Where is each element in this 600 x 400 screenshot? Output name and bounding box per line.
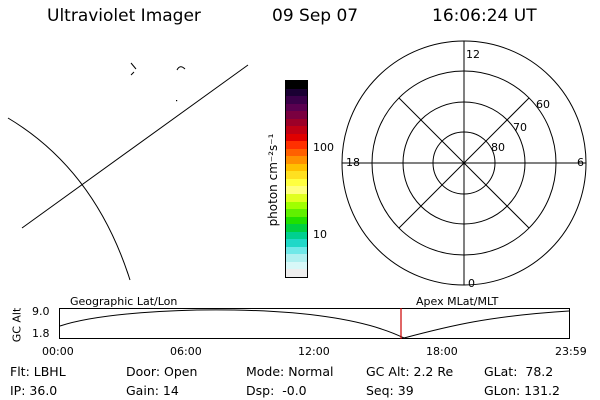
lat-label-60: 60 xyxy=(536,98,550,111)
colorbar-swatch xyxy=(286,254,307,262)
timeline-xtick-2359: 23:59 xyxy=(555,345,587,358)
colorbar-swatch xyxy=(286,111,307,119)
colorbar-swatch xyxy=(286,163,307,172)
date-label: 09 Sep 07 xyxy=(272,6,359,26)
colorbar-swatch xyxy=(286,133,307,142)
timeline-xtick-1200: 12:00 xyxy=(298,345,330,358)
instrument-title: Ultraviolet Imager xyxy=(47,6,201,26)
polar-plot xyxy=(341,40,587,286)
colorbar-swatch xyxy=(286,201,307,210)
colorbar-swatch xyxy=(286,246,307,255)
status-gain: Gain: 14 xyxy=(126,383,179,398)
status-seq: Seq: 39 xyxy=(366,383,414,398)
colorbar-swatch xyxy=(286,231,307,240)
timeline-ylabel: GC Alt xyxy=(10,307,24,343)
colorbar-tick-100: 100 xyxy=(313,141,334,154)
timeline-left-label: Geographic Lat/Lon xyxy=(70,295,178,308)
timeline-plot[interactable] xyxy=(59,308,571,340)
colorbar-swatch xyxy=(286,118,307,127)
lat-label-80: 80 xyxy=(491,141,505,154)
timeline-right-label: Apex MLat/MLT xyxy=(416,295,499,308)
colorbar-swatch xyxy=(286,239,307,247)
time-label: 16:06:24 UT xyxy=(432,6,537,26)
colorbar-tick-10: 10 xyxy=(313,228,327,241)
timeline-ytick-1-8: 1.8 xyxy=(32,327,50,340)
mlt-label-18: 18 xyxy=(346,156,360,169)
colorbar-swatch xyxy=(286,186,307,194)
colorbar-swatch xyxy=(286,171,307,179)
timeline-xtick-0000: 00:00 xyxy=(42,345,74,358)
colorbar-swatch xyxy=(286,193,307,202)
colorbar-swatch xyxy=(286,141,307,149)
colorbar-swatch xyxy=(286,156,307,164)
colorbar-swatch xyxy=(286,261,307,270)
colorbar-unit-label: photon cm⁻²s⁻¹ xyxy=(266,133,280,227)
timeline-ytick-9: 9.0 xyxy=(32,305,50,318)
status-door: Door: Open xyxy=(126,364,198,379)
timeline-xtick-1800: 18:00 xyxy=(426,345,458,358)
mlt-label-0: 0 xyxy=(468,277,475,290)
colorbar-swatch xyxy=(286,148,307,157)
status-gc-alt: GC Alt: 2.2 Re xyxy=(366,364,454,379)
colorbar-swatch xyxy=(286,88,307,97)
status-filter: Flt: LBHL xyxy=(10,364,66,379)
mlt-label-12: 12 xyxy=(466,48,480,61)
geographic-map xyxy=(7,62,249,281)
colorbar-swatch xyxy=(286,96,307,104)
colorbar-swatch xyxy=(286,103,307,112)
colorbar-swatch xyxy=(286,209,307,217)
status-glon: GLon: 131.2 xyxy=(484,383,560,398)
colorbar-swatch xyxy=(286,224,307,232)
timeline-xtick-0600: 06:00 xyxy=(170,345,202,358)
status-dsp: Dsp: -0.0 xyxy=(246,383,307,398)
colorbar-swatch xyxy=(286,126,307,134)
colorbar-swatch xyxy=(286,269,307,277)
mlt-label-6: 6 xyxy=(577,156,584,169)
colorbar xyxy=(285,80,308,278)
colorbar-swatch xyxy=(286,81,307,89)
status-mode: Mode: Normal xyxy=(246,364,334,379)
lat-label-70: 70 xyxy=(513,121,527,134)
status-ip: IP: 36.0 xyxy=(10,383,58,398)
colorbar-swatch xyxy=(286,178,307,187)
colorbar-swatch xyxy=(286,216,307,225)
status-glat: GLat: 78.2 xyxy=(484,364,554,379)
